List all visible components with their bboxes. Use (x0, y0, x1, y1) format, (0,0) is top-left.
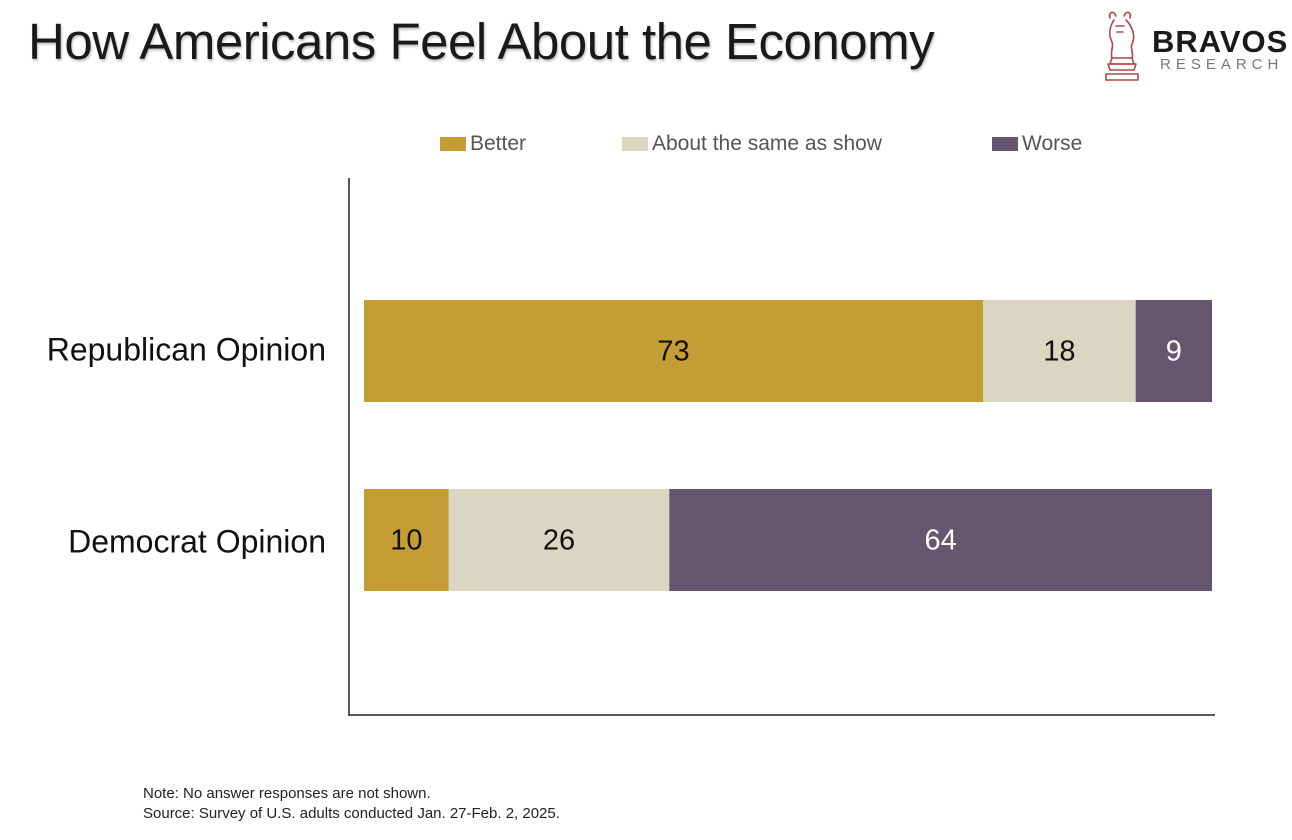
bar-segment-0-0 (364, 300, 984, 402)
bar-segment-0-2 (1135, 300, 1212, 402)
legend-swatch-better (440, 137, 466, 151)
data-label-1-2: 64 (925, 525, 957, 557)
chart-legend: Better About the same as show Worse (0, 132, 1292, 162)
chess-knight-bull-icon (1105, 11, 1139, 81)
bar-segment-1-2 (669, 489, 1212, 591)
data-label-0-0: 73 (657, 336, 689, 368)
note-text: Note: No answer responses are not shown. (143, 785, 431, 802)
chart-title: How Americans Feel About the Economy (28, 13, 935, 70)
source-text: Source: Survey of U.S. adults conducted … (143, 805, 560, 822)
data-label-0-1: 18 (1043, 336, 1075, 368)
category-label-democrat: Democrat Opinion (68, 523, 326, 560)
data-label-1-0: 10 (390, 525, 422, 557)
legend-item-same: About the same as show (622, 132, 882, 156)
logo-brand-text: BRAVOS (1152, 24, 1289, 59)
legend-item-better: Better (440, 132, 526, 156)
bar-segment-1-1 (448, 489, 670, 591)
legend-swatch-worse (992, 137, 1018, 151)
legend-label-better: Better (470, 132, 527, 155)
logo-sub-text: RESEARCH (1160, 56, 1284, 73)
legend-swatch-same (622, 137, 648, 151)
data-label-1-1: 26 (543, 525, 575, 557)
brand-logo: BRAVOS RESEARCH (1100, 8, 1290, 88)
legend-item-worse: Worse (992, 132, 1082, 156)
legend-label-worse: Worse (1022, 132, 1083, 155)
legend-label-same: About the same as show (652, 132, 882, 155)
category-label-republican: Republican Opinion (46, 331, 326, 368)
bar-segment-1-0 (364, 489, 449, 591)
chart-notes: Note: No answer responses are not shown.… (143, 784, 560, 824)
bar-segment-0-1 (983, 300, 1136, 402)
data-label-0-2: 9 (1166, 336, 1182, 368)
